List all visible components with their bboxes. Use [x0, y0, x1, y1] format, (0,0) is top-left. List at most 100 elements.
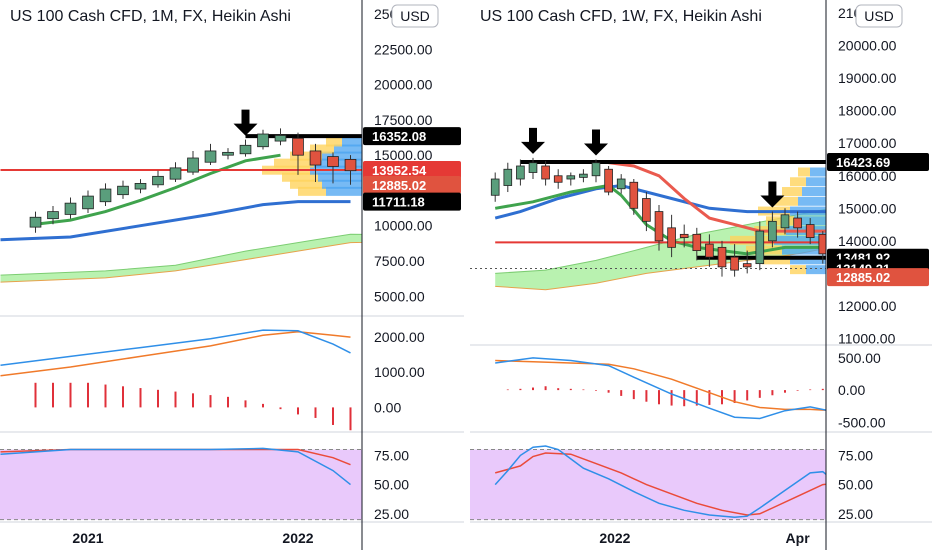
candle[interactable]: [793, 211, 802, 238]
candle[interactable]: [292, 132, 304, 175]
candle-body: [117, 185, 129, 196]
macd-tick-label: 2000.00: [374, 329, 425, 345]
price-tick-label: 12000.00: [838, 298, 897, 314]
oscillator-band: [0, 449, 362, 520]
down-arrow-icon: [584, 129, 608, 156]
price-level-value: 11711.18: [372, 195, 425, 210]
volume-profile-bar: [766, 216, 794, 226]
volume-profile-bar: [762, 255, 790, 265]
candle[interactable]: [152, 170, 164, 188]
candle-body: [274, 135, 287, 142]
volume-profile-bar: [290, 179, 322, 189]
candle[interactable]: [679, 224, 689, 248]
candle[interactable]: [222, 148, 234, 160]
candle[interactable]: [541, 161, 550, 186]
candle[interactable]: [579, 169, 588, 183]
price-level-label-bg: [827, 268, 929, 287]
volume-profile-bar: [274, 158, 314, 168]
candle[interactable]: [64, 197, 77, 219]
volume-profile-bar: [334, 144, 362, 154]
candle-body: [528, 162, 538, 173]
currency-badge[interactable]: USD: [391, 4, 439, 28]
candle[interactable]: [239, 139, 252, 157]
red-moving-average: [608, 161, 826, 233]
candle[interactable]: [654, 205, 664, 251]
candle[interactable]: [117, 180, 129, 199]
candle[interactable]: [99, 183, 112, 206]
candle-body: [717, 246, 727, 268]
volume-profile-bar: [730, 235, 774, 245]
price-axis[interactable]: 5000.007500.0010000.0012500.0015000.0017…: [363, 6, 461, 522]
candle[interactable]: [309, 143, 322, 182]
candle[interactable]: [327, 152, 339, 184]
candle[interactable]: [629, 179, 639, 215]
candle[interactable]: [616, 174, 626, 194]
price-tick-label: 18000.00: [838, 103, 897, 119]
time-axis[interactable]: 2022 Apr: [599, 530, 810, 546]
candle-body: [730, 256, 739, 271]
macd-pane: [0, 329, 352, 431]
candle[interactable]: [516, 159, 525, 186]
candle[interactable]: [566, 172, 576, 186]
candle[interactable]: [755, 221, 765, 271]
currency-badge[interactable]: USD: [855, 4, 903, 28]
candle[interactable]: [169, 162, 182, 182]
price-level-value: 12885.02: [836, 270, 890, 285]
price-level-label[interactable]: 12885.02: [827, 268, 929, 287]
candle[interactable]: [29, 211, 42, 233]
price-tick-label: 15000.00: [838, 200, 897, 216]
candle[interactable]: [730, 244, 739, 277]
candle[interactable]: [642, 192, 651, 232]
candle[interactable]: [82, 190, 94, 214]
candle[interactable]: [134, 179, 147, 194]
price-tick-label: 22500.00: [374, 41, 433, 57]
candle[interactable]: [274, 128, 287, 146]
price-level-label[interactable]: 16423.69: [827, 152, 929, 171]
candle[interactable]: [705, 234, 714, 267]
candle[interactable]: [692, 227, 702, 261]
macd-tick-label: 0.00: [838, 382, 865, 398]
candle-body: [47, 211, 59, 220]
candle[interactable]: [47, 205, 59, 225]
candle-body: [327, 156, 339, 167]
volume-profile-bar: [774, 196, 798, 206]
candle[interactable]: [818, 231, 827, 264]
macd-pane: [495, 357, 826, 420]
volume-profile-bar: [798, 167, 810, 177]
candle-body: [768, 220, 777, 242]
candle-body: [616, 178, 626, 190]
oscillator-d-line: [494, 452, 826, 516]
candle-body: [541, 165, 550, 180]
candle[interactable]: [768, 211, 777, 248]
candle[interactable]: [187, 150, 199, 175]
candle[interactable]: [503, 162, 513, 193]
candle[interactable]: [717, 240, 727, 277]
weekly-chart-panel[interactable]: 11000.0012000.0013000.0014000.0015000.00…: [470, 0, 932, 550]
candle[interactable]: [528, 157, 538, 180]
candle[interactable]: [667, 214, 676, 258]
candle[interactable]: [780, 208, 790, 235]
candle[interactable]: [604, 165, 613, 196]
candle[interactable]: [344, 155, 357, 185]
price-tick-label: 17500.00: [374, 112, 433, 128]
price-axis[interactable]: 11000.0012000.0013000.0014000.0015000.00…: [827, 5, 929, 522]
candle[interactable]: [553, 169, 563, 189]
price-level-label[interactable]: 13952.54: [363, 160, 461, 179]
time-tick-label: 2021: [72, 530, 103, 546]
oscillator-k-line: [494, 445, 826, 519]
monthly-chart-panel[interactable]: 5000.007500.0010000.0012500.0015000.0017…: [0, 0, 736, 550]
candle[interactable]: [490, 172, 500, 202]
cloud-upper-edge: [495, 208, 826, 274]
candle[interactable]: [591, 159, 601, 183]
candle[interactable]: [204, 143, 217, 166]
time-axis[interactable]: 2021 2022: [72, 530, 313, 546]
candle[interactable]: [257, 129, 269, 150]
volume-profile-bar: [322, 179, 362, 189]
candle-body: [490, 178, 500, 196]
candle-body: [667, 227, 676, 248]
candle[interactable]: [742, 250, 752, 274]
candle[interactable]: [805, 218, 815, 245]
price-level-label[interactable]: 11711.18: [363, 192, 461, 211]
price-level-label[interactable]: 16352.08: [363, 127, 461, 146]
price-level-label[interactable]: 12885.02: [363, 176, 461, 195]
